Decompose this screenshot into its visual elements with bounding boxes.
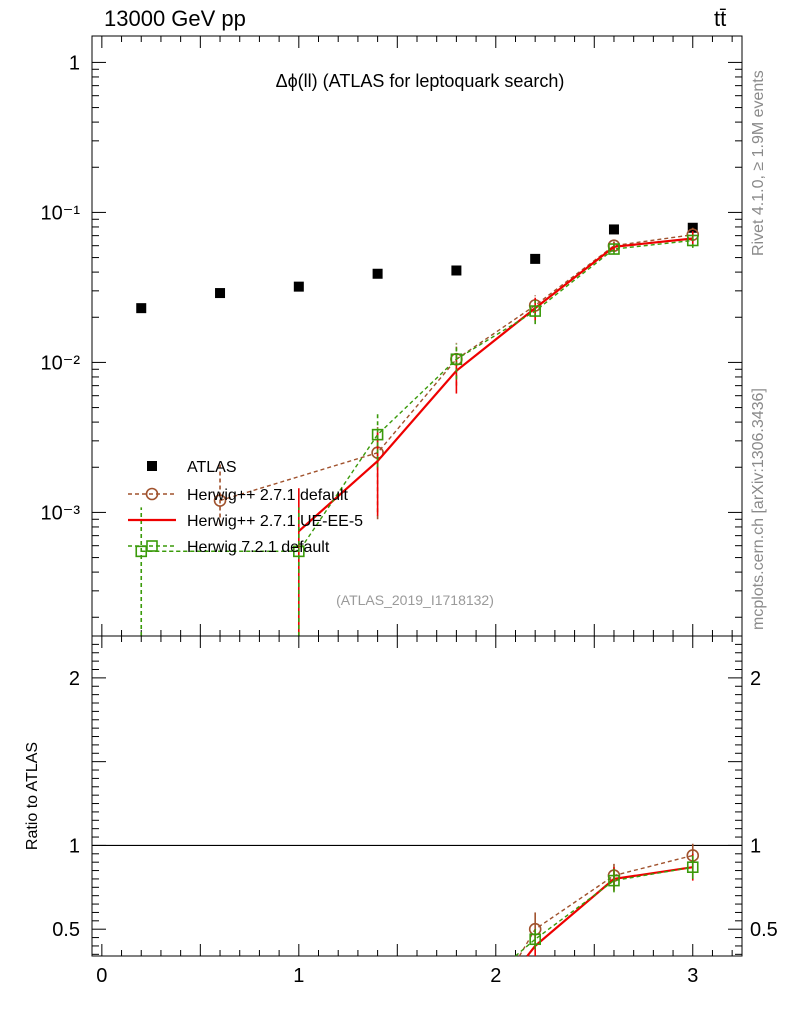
ratio-panel: 0 1 2 3 0.5 0.5 1 1 2 2 Ratio to ATLAS — [24, 635, 778, 987]
mc-marker — [293, 545, 305, 558]
mc-marker — [371, 428, 384, 441]
legend-entry: ATLAS — [147, 459, 237, 476]
ratio-y-tick-label: 0.5 — [52, 919, 80, 941]
legend-marker — [145, 487, 159, 501]
legend-marker — [146, 540, 158, 552]
analysis-watermark: (ATLAS_2019_I1718132) — [336, 592, 494, 608]
ratio-y-tick-label: 2 — [69, 668, 80, 690]
mc-marker — [450, 353, 463, 366]
ratio-y-tick-label-right: 0.5 — [750, 919, 778, 941]
ratio-series-line — [518, 854, 693, 957]
ratio-plot-frame — [91, 635, 743, 957]
y-tick-label: 10⁻³ — [41, 502, 81, 524]
atlas-data-point — [293, 281, 304, 292]
ratio-series-line — [515, 866, 693, 957]
ratio-y-tick-label: 1 — [69, 835, 80, 857]
x-tick-label: 1 — [293, 965, 304, 987]
atlas-data-point — [215, 288, 226, 299]
atlas-data-point — [372, 268, 383, 279]
atlas-data-point — [608, 224, 619, 235]
atlas-data-point — [530, 253, 541, 264]
y-tick-label: 1 — [69, 52, 80, 74]
ratio-y-tick-label-right: 1 — [750, 835, 761, 857]
final-state-label: tt̄ — [714, 6, 727, 31]
series-line — [298, 237, 693, 532]
legend-label: Herwig 7.2.1 default — [187, 539, 330, 556]
x-tick-label: 3 — [687, 965, 698, 987]
legend-label: Herwig++ 2.7.1 default — [187, 487, 349, 504]
ratio-series-line — [526, 866, 693, 957]
y-tick-label: 10⁻¹ — [41, 202, 81, 224]
ratio-axis-label: Ratio to ATLAS — [24, 742, 41, 850]
legend-marker — [147, 461, 157, 471]
x-tick-label: 0 — [96, 965, 107, 987]
ratio-marker — [529, 933, 541, 946]
legend-label: ATLAS — [187, 459, 237, 476]
legend-entry: Herwig++ 2.7.1 UE-EE-5 — [128, 513, 363, 530]
legend-entry: Herwig 7.2.1 default — [128, 539, 330, 556]
atlas-data-point — [136, 303, 147, 314]
legend-entry: Herwig++ 2.7.1 default — [128, 487, 349, 504]
mc-marker — [608, 243, 620, 255]
process-title: 13000 GeV pp — [104, 6, 246, 31]
mc-marker — [686, 234, 699, 247]
plot-title: Δϕ(ll) (ATLAS for leptoquark search) — [276, 71, 565, 91]
ratio-marker — [686, 861, 699, 874]
y-tick-label: 10⁻² — [41, 352, 81, 374]
main-panel: 1 10⁻¹ 10⁻² 10⁻³ Δϕ(ll) (ATLAS for leptoquar… — [41, 35, 743, 956]
ratio-y-tick-label-right: 2 — [750, 668, 761, 690]
mc-marker — [213, 494, 227, 507]
ratio-marker — [608, 874, 620, 887]
legend-label: Herwig++ 2.7.1 UE-EE-5 — [187, 513, 363, 530]
atlas-data-point — [451, 265, 462, 276]
x-tick-label: 2 — [490, 965, 501, 987]
mc-marker — [529, 305, 541, 317]
